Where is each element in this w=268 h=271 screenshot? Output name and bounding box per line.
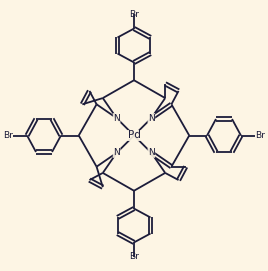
Text: Br: Br	[3, 131, 13, 140]
Text: N: N	[113, 114, 120, 122]
Text: N: N	[113, 149, 120, 157]
Text: Br: Br	[129, 252, 139, 261]
Text: Br: Br	[255, 131, 265, 140]
Text: N: N	[148, 149, 155, 157]
Text: Pd: Pd	[128, 131, 140, 140]
Text: N: N	[148, 114, 155, 122]
Text: Br: Br	[129, 10, 139, 19]
